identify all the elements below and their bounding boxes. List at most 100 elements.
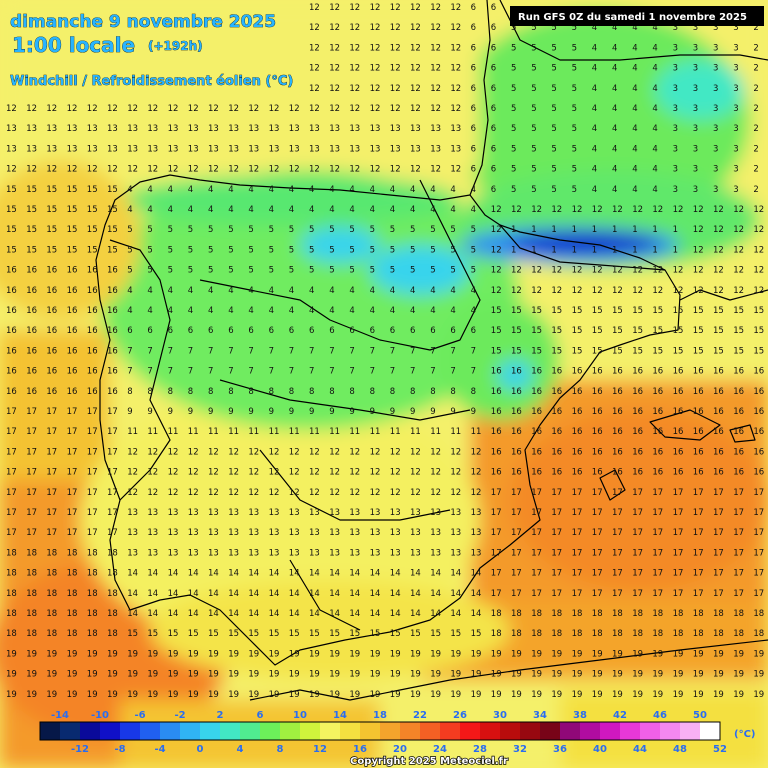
svg-text:14: 14: [390, 569, 401, 579]
svg-text:7: 7: [208, 367, 213, 377]
svg-text:19: 19: [87, 690, 98, 700]
svg-text:8: 8: [349, 387, 354, 397]
svg-text:16: 16: [551, 407, 562, 417]
svg-text:19: 19: [329, 649, 340, 659]
svg-text:18: 18: [67, 629, 78, 639]
svg-text:4: 4: [269, 306, 274, 316]
svg-text:19: 19: [673, 690, 684, 700]
svg-text:17: 17: [491, 528, 502, 538]
svg-text:12: 12: [370, 165, 381, 175]
svg-text:9: 9: [471, 407, 476, 417]
svg-text:12: 12: [349, 43, 360, 53]
svg-text:12: 12: [652, 266, 663, 276]
svg-text:13: 13: [228, 144, 239, 154]
svg-text:5: 5: [450, 245, 455, 255]
svg-text:3: 3: [733, 64, 738, 74]
svg-text:4: 4: [329, 306, 334, 316]
svg-text:13: 13: [6, 144, 17, 154]
svg-text:12: 12: [208, 468, 219, 478]
svg-text:7: 7: [309, 346, 314, 356]
svg-text:16: 16: [652, 427, 663, 437]
svg-text:7: 7: [430, 367, 435, 377]
svg-text:19: 19: [531, 690, 542, 700]
svg-text:4: 4: [632, 104, 637, 114]
legend-tick-label: 38: [573, 710, 587, 721]
svg-text:15: 15: [632, 326, 643, 336]
svg-text:3: 3: [713, 144, 718, 154]
legend-swatch: [160, 722, 181, 740]
svg-text:18: 18: [511, 609, 522, 619]
svg-text:5: 5: [410, 266, 415, 276]
svg-text:17: 17: [551, 569, 562, 579]
svg-text:17: 17: [87, 447, 98, 457]
svg-text:14: 14: [471, 609, 482, 619]
svg-text:12: 12: [87, 165, 98, 175]
legend-tick-label: 12: [313, 744, 327, 755]
svg-text:13: 13: [6, 124, 17, 134]
svg-text:6: 6: [471, 3, 476, 13]
svg-text:13: 13: [46, 144, 57, 154]
svg-text:4: 4: [652, 124, 657, 134]
svg-text:17: 17: [531, 528, 542, 538]
svg-text:5: 5: [551, 165, 556, 175]
svg-text:12: 12: [430, 447, 441, 457]
svg-text:4: 4: [370, 286, 375, 296]
svg-text:19: 19: [248, 670, 259, 680]
legend-swatch: [80, 722, 101, 740]
svg-text:16: 16: [46, 326, 57, 336]
svg-text:14: 14: [168, 569, 179, 579]
svg-text:17: 17: [26, 427, 37, 437]
svg-text:12: 12: [693, 205, 704, 215]
svg-text:12: 12: [309, 43, 320, 53]
svg-text:13: 13: [471, 528, 482, 538]
svg-text:12: 12: [349, 84, 360, 94]
svg-text:9: 9: [309, 407, 314, 417]
svg-text:8: 8: [188, 387, 193, 397]
svg-text:7: 7: [168, 367, 173, 377]
svg-text:13: 13: [309, 508, 320, 518]
svg-text:16: 16: [107, 286, 118, 296]
svg-text:4: 4: [208, 185, 213, 195]
svg-text:16: 16: [87, 346, 98, 356]
svg-text:13: 13: [87, 144, 98, 154]
svg-text:15: 15: [26, 225, 37, 235]
svg-text:7: 7: [147, 346, 152, 356]
svg-text:16: 16: [26, 266, 37, 276]
svg-text:6: 6: [208, 326, 213, 336]
svg-text:8: 8: [410, 387, 415, 397]
svg-text:14: 14: [450, 589, 461, 599]
svg-text:7: 7: [329, 367, 334, 377]
svg-text:1: 1: [511, 245, 516, 255]
svg-text:3: 3: [693, 23, 698, 33]
svg-text:3: 3: [713, 43, 718, 53]
svg-text:5: 5: [450, 225, 455, 235]
svg-text:7: 7: [390, 367, 395, 377]
svg-text:18: 18: [652, 629, 663, 639]
svg-text:13: 13: [127, 144, 138, 154]
svg-text:16: 16: [693, 447, 704, 457]
svg-text:12: 12: [390, 488, 401, 498]
svg-text:16: 16: [67, 387, 78, 397]
svg-text:15: 15: [733, 326, 744, 336]
svg-text:19: 19: [673, 649, 684, 659]
svg-text:4: 4: [329, 185, 334, 195]
svg-text:12: 12: [269, 447, 280, 457]
svg-text:16: 16: [67, 286, 78, 296]
svg-text:17: 17: [107, 447, 118, 457]
svg-text:18: 18: [26, 569, 37, 579]
svg-text:1: 1: [632, 245, 637, 255]
svg-text:15: 15: [370, 629, 381, 639]
svg-text:17: 17: [531, 589, 542, 599]
legend-swatch: [320, 722, 341, 740]
svg-text:7: 7: [127, 367, 132, 377]
svg-text:4: 4: [127, 306, 132, 316]
svg-text:4: 4: [471, 286, 476, 296]
svg-text:5: 5: [248, 245, 253, 255]
svg-text:15: 15: [107, 205, 118, 215]
svg-text:13: 13: [390, 508, 401, 518]
svg-text:16: 16: [693, 407, 704, 417]
svg-text:17: 17: [6, 447, 17, 457]
svg-text:4: 4: [370, 185, 375, 195]
svg-text:5: 5: [147, 245, 152, 255]
svg-text:6: 6: [491, 124, 496, 134]
